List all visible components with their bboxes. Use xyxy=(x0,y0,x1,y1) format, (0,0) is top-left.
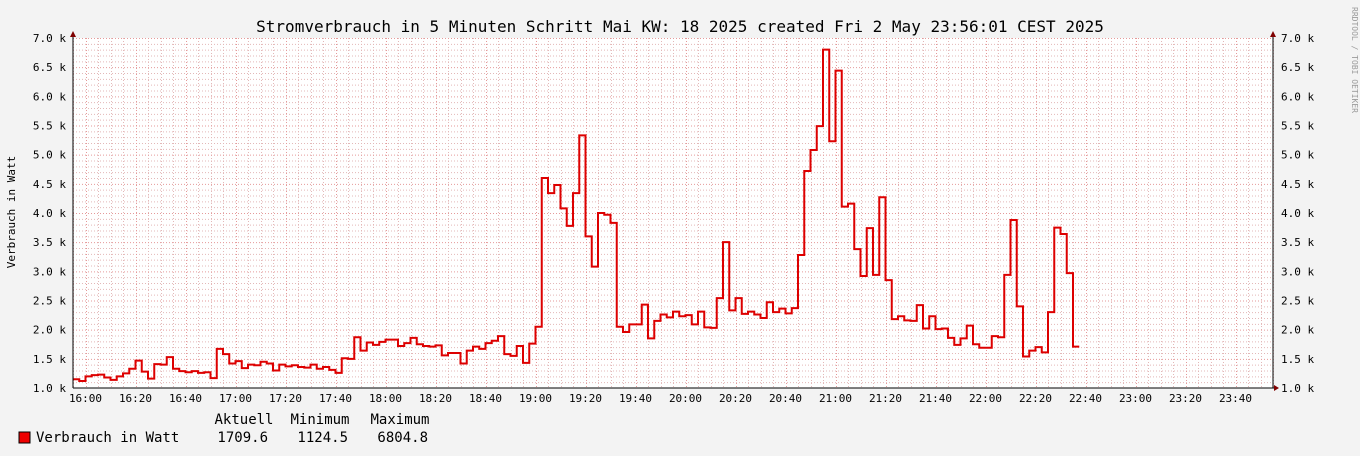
y-tick-label: 5.0 k xyxy=(33,149,66,162)
x-axis-arrow-icon xyxy=(1274,385,1279,391)
y-tick-label: 3.0 k xyxy=(1281,265,1314,278)
y-tick-label: 5.5 k xyxy=(33,120,66,133)
legend-series-name: Verbrauch in Watt xyxy=(36,430,179,446)
y-tick-label: 5.5 k xyxy=(1281,120,1314,133)
y-tick-label: 6.0 k xyxy=(1281,90,1314,103)
y-tick-label: 2.0 k xyxy=(1281,324,1314,337)
y-axis-label: Verbrauch in Watt xyxy=(5,156,18,269)
y-tick-label: 1.5 k xyxy=(33,353,66,366)
y-tick-label: 4.5 k xyxy=(1281,178,1314,191)
series-layer xyxy=(73,48,1080,382)
legend-header-maximum: Maximum xyxy=(370,412,429,428)
y-tick-label: 1.5 k xyxy=(1281,353,1314,366)
series-line xyxy=(73,48,1080,382)
y-tick-label: 2.5 k xyxy=(33,295,66,308)
y-tick-label: 7.0 k xyxy=(1281,32,1314,45)
x-tick-label: 19:00 xyxy=(519,392,552,405)
legend-header-current: Aktuell xyxy=(214,412,273,428)
x-tick-label: 20:00 xyxy=(669,392,702,405)
x-tick-label: 16:20 xyxy=(119,392,152,405)
x-tick-label: 21:20 xyxy=(869,392,902,405)
x-tick-label: 17:40 xyxy=(319,392,352,405)
y-tick-label: 3.5 k xyxy=(1281,236,1314,249)
y-axis-right-arrow-icon xyxy=(1270,31,1276,37)
y-tick-labels-left: 1.0 k 1.5 k 2.0 k 2.5 k 3.0 k 3.5 k 4.0 k 4.5 k… xyxy=(33,32,66,395)
x-tick-label: 16:00 xyxy=(69,392,102,405)
y-tick-label: 1.0 k xyxy=(33,382,66,395)
x-tick-label: 17:00 xyxy=(219,392,252,405)
y-tick-label: 6.5 k xyxy=(33,61,66,74)
x-tick-label: 22:20 xyxy=(1019,392,1052,405)
legend-swatch xyxy=(18,431,31,444)
x-tick-labels: 16:00 16:20 16:40 17:00 17:20 17:40 18:00 18:20… xyxy=(69,392,1252,405)
x-tick-label: 17:20 xyxy=(269,392,302,405)
x-tick-label: 23:20 xyxy=(1169,392,1202,405)
x-tick-label: 18:40 xyxy=(469,392,502,405)
legend-current-value: 1709.6 xyxy=(217,430,268,446)
y-axis-left-arrow-icon xyxy=(70,31,76,37)
y-tick-label: 6.5 k xyxy=(1281,61,1314,74)
x-tick-label: 23:00 xyxy=(1119,392,1152,405)
x-tick-label: 16:40 xyxy=(169,392,202,405)
y-tick-label: 4.0 k xyxy=(33,207,66,220)
x-tick-label: 22:00 xyxy=(969,392,1002,405)
x-tick-label: 18:00 xyxy=(369,392,402,405)
watermark: RRDTOOL / TOBI OETIKER xyxy=(1350,7,1359,113)
x-tick-label: 21:40 xyxy=(919,392,952,405)
y-tick-label: 5.0 k xyxy=(1281,149,1314,162)
chart-title: Stromverbrauch in 5 Minuten Schritt Mai … xyxy=(256,17,1104,36)
y-tick-label: 1.0 k xyxy=(1281,382,1314,395)
y-tick-labels-right: 1.0 k 1.5 k 2.0 k 2.5 k 3.0 k 3.5 k 4.0 k 4.5 k… xyxy=(1281,32,1314,395)
legend-header-minimum: Minimum xyxy=(290,412,349,428)
y-tick-label: 4.5 k xyxy=(33,178,66,191)
x-tick-label: 20:40 xyxy=(769,392,802,405)
y-tick-label: 7.0 k xyxy=(33,32,66,45)
x-tick-label: 19:20 xyxy=(569,392,602,405)
legend-minimum-value: 1124.5 xyxy=(297,430,348,446)
x-tick-label: 19:40 xyxy=(619,392,652,405)
y-tick-label: 4.0 k xyxy=(1281,207,1314,220)
grid-major xyxy=(73,38,1273,388)
legend-maximum-value: 6804.8 xyxy=(377,430,428,446)
y-tick-label: 2.5 k xyxy=(1281,295,1314,308)
legend: Aktuell Minimum Maximum Verbrauch in Wat… xyxy=(18,412,430,446)
y-tick-label: 3.5 k xyxy=(33,236,66,249)
x-tick-label: 18:20 xyxy=(419,392,452,405)
x-tick-label: 21:00 xyxy=(819,392,852,405)
y-tick-label: 3.0 k xyxy=(33,265,66,278)
y-tick-label: 6.0 k xyxy=(33,90,66,103)
y-tick-label: 2.0 k xyxy=(33,324,66,337)
x-tick-label: 22:40 xyxy=(1069,392,1102,405)
x-tick-label: 20:20 xyxy=(719,392,752,405)
x-tick-label: 23:40 xyxy=(1219,392,1252,405)
